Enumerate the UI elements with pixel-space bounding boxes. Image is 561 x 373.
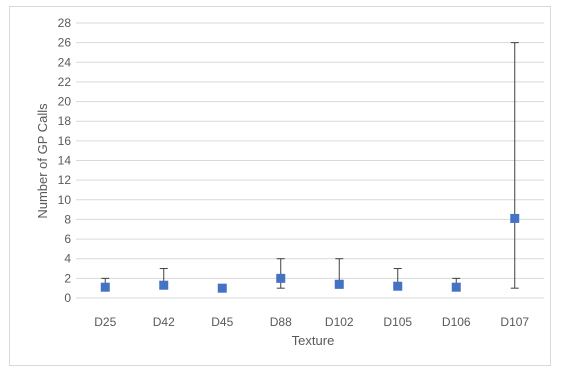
y-tick-label: 2 xyxy=(64,271,71,285)
data-point xyxy=(159,280,169,290)
data-point xyxy=(334,279,344,289)
data-point xyxy=(100,282,110,292)
x-tick-label: D102 xyxy=(325,315,354,329)
error-bars xyxy=(101,42,519,289)
y-axis-title: Number of GP Calls xyxy=(35,103,50,219)
y-tick-label: 8 xyxy=(64,212,71,226)
data-point xyxy=(451,282,461,292)
x-tick-label: D106 xyxy=(442,315,471,329)
gridlines xyxy=(76,22,544,299)
y-tick-label: 6 xyxy=(64,232,71,246)
y-tick-label: 28 xyxy=(58,16,72,30)
x-tick-label: D25 xyxy=(94,315,116,329)
error-bar xyxy=(510,42,519,289)
x-tick-label: D105 xyxy=(383,315,412,329)
x-tick-label: D107 xyxy=(500,315,529,329)
y-tick-label: 4 xyxy=(64,252,71,266)
y-tick-label: 20 xyxy=(58,95,72,109)
y-tick-label: 12 xyxy=(58,173,72,187)
x-tick-labels: D25 D42 D45 D88 D102 D105 D106 D107 xyxy=(94,315,529,329)
x-axis-title: Texture xyxy=(292,333,335,348)
y-tick-label: 22 xyxy=(58,75,72,89)
error-bar xyxy=(276,258,285,289)
data-points xyxy=(100,213,520,293)
y-tick-label: 26 xyxy=(58,36,72,50)
y-tick-label: 14 xyxy=(58,154,72,168)
y-tick-label: 24 xyxy=(58,55,72,69)
x-tick-label: D42 xyxy=(153,315,175,329)
y-tick-label: 0 xyxy=(64,291,71,305)
data-point xyxy=(217,283,227,293)
y-tick-label: 16 xyxy=(58,134,72,148)
y-tick-label: 10 xyxy=(58,193,72,207)
data-point xyxy=(510,213,520,223)
data-point xyxy=(276,273,286,283)
y-tick-label: 18 xyxy=(58,114,72,128)
chart-frame xyxy=(9,6,551,366)
x-tick-label: D88 xyxy=(270,315,292,329)
data-point xyxy=(393,281,403,291)
x-tick-label: D45 xyxy=(211,315,233,329)
